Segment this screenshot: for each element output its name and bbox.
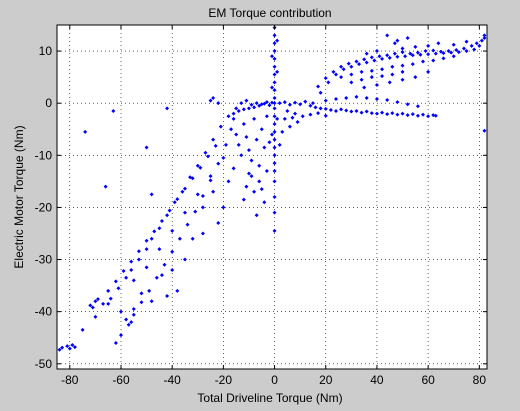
x-tick-label: -20 bbox=[215, 373, 233, 387]
x-tick-label: -80 bbox=[61, 373, 79, 387]
y-tick-label: -50 bbox=[35, 357, 53, 371]
x-tick-label: 0 bbox=[271, 373, 278, 387]
y-tick-label: -20 bbox=[35, 200, 53, 214]
y-tick-label: -30 bbox=[35, 253, 53, 267]
x-tick-label: -40 bbox=[164, 373, 182, 387]
y-tick-label: 10 bbox=[39, 44, 53, 58]
x-tick-label: 60 bbox=[421, 373, 435, 387]
x-axis-label: Total Driveline Torque (Nm) bbox=[197, 391, 342, 405]
plot-area bbox=[57, 25, 487, 369]
x-tick-label: 80 bbox=[473, 373, 487, 387]
x-tick-label: -60 bbox=[112, 373, 130, 387]
x-tick-label: 40 bbox=[370, 373, 384, 387]
x-tick-labels: -80 -60 -40 -20 0 20 40 60 80 bbox=[61, 373, 486, 387]
x-tick-label: 20 bbox=[319, 373, 333, 387]
y-axis-label: Electric Motor Torque (Nm) bbox=[12, 125, 26, 268]
y-tick-label: -10 bbox=[35, 148, 53, 162]
y-tick-label: 0 bbox=[45, 96, 52, 110]
y-tick-label: -40 bbox=[35, 305, 53, 319]
chart-title: EM Torque contribution bbox=[208, 6, 331, 20]
